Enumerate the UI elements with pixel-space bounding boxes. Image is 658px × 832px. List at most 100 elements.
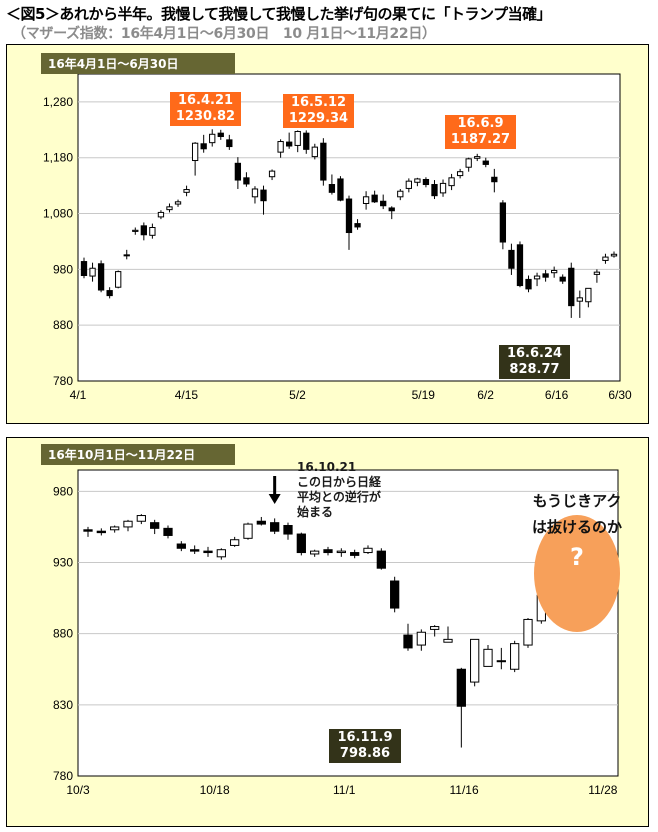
candle-up: [496, 660, 506, 663]
candle-up: [405, 180, 412, 189]
bubble-caption: もうじきアク は抜けるのか: [531, 492, 622, 536]
annotation-line: この日から日経: [297, 475, 382, 489]
candle-down: [83, 529, 93, 532]
candle-down: [376, 550, 386, 569]
y-tick-label: 980: [53, 262, 73, 276]
candle-down: [508, 249, 515, 269]
annotation-high-jun9: 16.6.9 1187.27: [445, 115, 516, 149]
candle-down: [350, 552, 360, 556]
candle-up: [294, 130, 301, 146]
y-tick-label: 1,180: [43, 151, 73, 165]
candle-down: [203, 550, 213, 554]
candle-up: [414, 178, 421, 183]
annotation-date: 16.5.12: [290, 95, 347, 110]
candle-down: [482, 160, 489, 165]
annotation-date: 16.6.9: [457, 116, 504, 131]
candle-down: [354, 223, 361, 228]
candle-down: [390, 580, 400, 609]
candle-up: [465, 158, 472, 168]
candle-down: [200, 143, 207, 150]
y-tick-label: 780: [53, 374, 73, 388]
candle-down: [176, 543, 186, 549]
candle-down: [97, 263, 105, 291]
candle-up: [310, 550, 320, 555]
candle-down: [371, 194, 378, 203]
candle-up: [448, 177, 455, 187]
candle-down: [542, 273, 549, 278]
x-tick-label: 11/16: [450, 783, 479, 797]
y-tick-label: 780: [53, 769, 73, 783]
candle-down: [491, 176, 498, 183]
x-tick-label: 5/2: [289, 388, 306, 402]
candle-down: [345, 198, 353, 234]
candle-down: [380, 200, 387, 207]
candle-down: [256, 520, 266, 525]
candle-up: [123, 254, 130, 257]
candle-down: [80, 261, 88, 277]
candle-up: [474, 156, 481, 159]
candle-down: [525, 278, 532, 290]
candle-down: [320, 142, 327, 181]
candle-up: [510, 643, 520, 670]
candle-up: [430, 626, 440, 630]
annotation-date: 16.10.21: [297, 460, 357, 474]
candle-down: [260, 189, 267, 202]
candle-down: [286, 141, 293, 147]
x-tick-label: 10/18: [200, 783, 230, 797]
candle-up: [610, 253, 618, 257]
candle-up: [174, 201, 182, 205]
candle-down: [323, 549, 333, 554]
question-bubble: [534, 515, 620, 632]
annotation-value: 1187.27: [450, 132, 511, 147]
y-tick-label: 930: [53, 556, 73, 570]
annotation-arrow-head: [268, 494, 281, 504]
chart-2-title: 16年10月1日～11月22日: [41, 444, 235, 465]
candle-up: [397, 190, 404, 198]
candle-down: [217, 132, 224, 138]
candle-down: [270, 522, 280, 532]
candle-down: [163, 527, 173, 536]
candle-up: [209, 133, 216, 144]
annotation-value: 828.77: [509, 362, 560, 377]
annotation-date: 16.4.21: [177, 93, 234, 108]
candle-up: [132, 229, 139, 232]
candle-up: [523, 618, 533, 646]
annotation-value: 1230.82: [175, 109, 236, 124]
question-mark: ?: [570, 543, 584, 571]
candle-up: [483, 648, 493, 667]
y-tick-label: 1,080: [43, 207, 73, 221]
annotation-line: 平均との逆行が: [297, 490, 381, 504]
x-tick-label: 10/3: [66, 783, 90, 797]
candle-down: [140, 225, 147, 236]
candle-down: [559, 276, 566, 282]
annotation-high-may12: 16.5.12 1229.34: [283, 94, 354, 128]
candle-down: [190, 549, 200, 552]
candle-down: [150, 522, 160, 529]
annotation-value: 1229.34: [288, 111, 349, 126]
candle-up: [149, 227, 156, 236]
candle-up: [362, 196, 370, 204]
x-tick-label: 4/1: [70, 388, 87, 402]
candle-down: [568, 267, 575, 307]
annotation-low-nov9: 16.11.9 798.86: [329, 729, 401, 763]
candle-up: [268, 170, 276, 178]
candle-up: [336, 550, 346, 554]
candle-up: [585, 287, 592, 303]
candle-up: [183, 189, 190, 193]
x-tick-label: 6/30: [608, 388, 632, 402]
annotation-low-jun24: 16.6.24 828.77: [499, 345, 570, 379]
candle-down: [243, 177, 250, 185]
candle-down: [337, 178, 344, 201]
candle-down: [303, 132, 310, 150]
candle-up: [123, 520, 133, 528]
y-tick-label: 830: [53, 698, 73, 712]
candle-down: [516, 244, 524, 287]
candle-down: [283, 525, 293, 535]
annotation-line: 始まる: [297, 505, 334, 519]
candle-up: [470, 638, 480, 683]
candle-up: [277, 141, 284, 153]
candle-up: [166, 206, 173, 211]
candle-up: [191, 142, 199, 162]
candle-up: [593, 271, 601, 275]
candle-up: [157, 211, 165, 218]
